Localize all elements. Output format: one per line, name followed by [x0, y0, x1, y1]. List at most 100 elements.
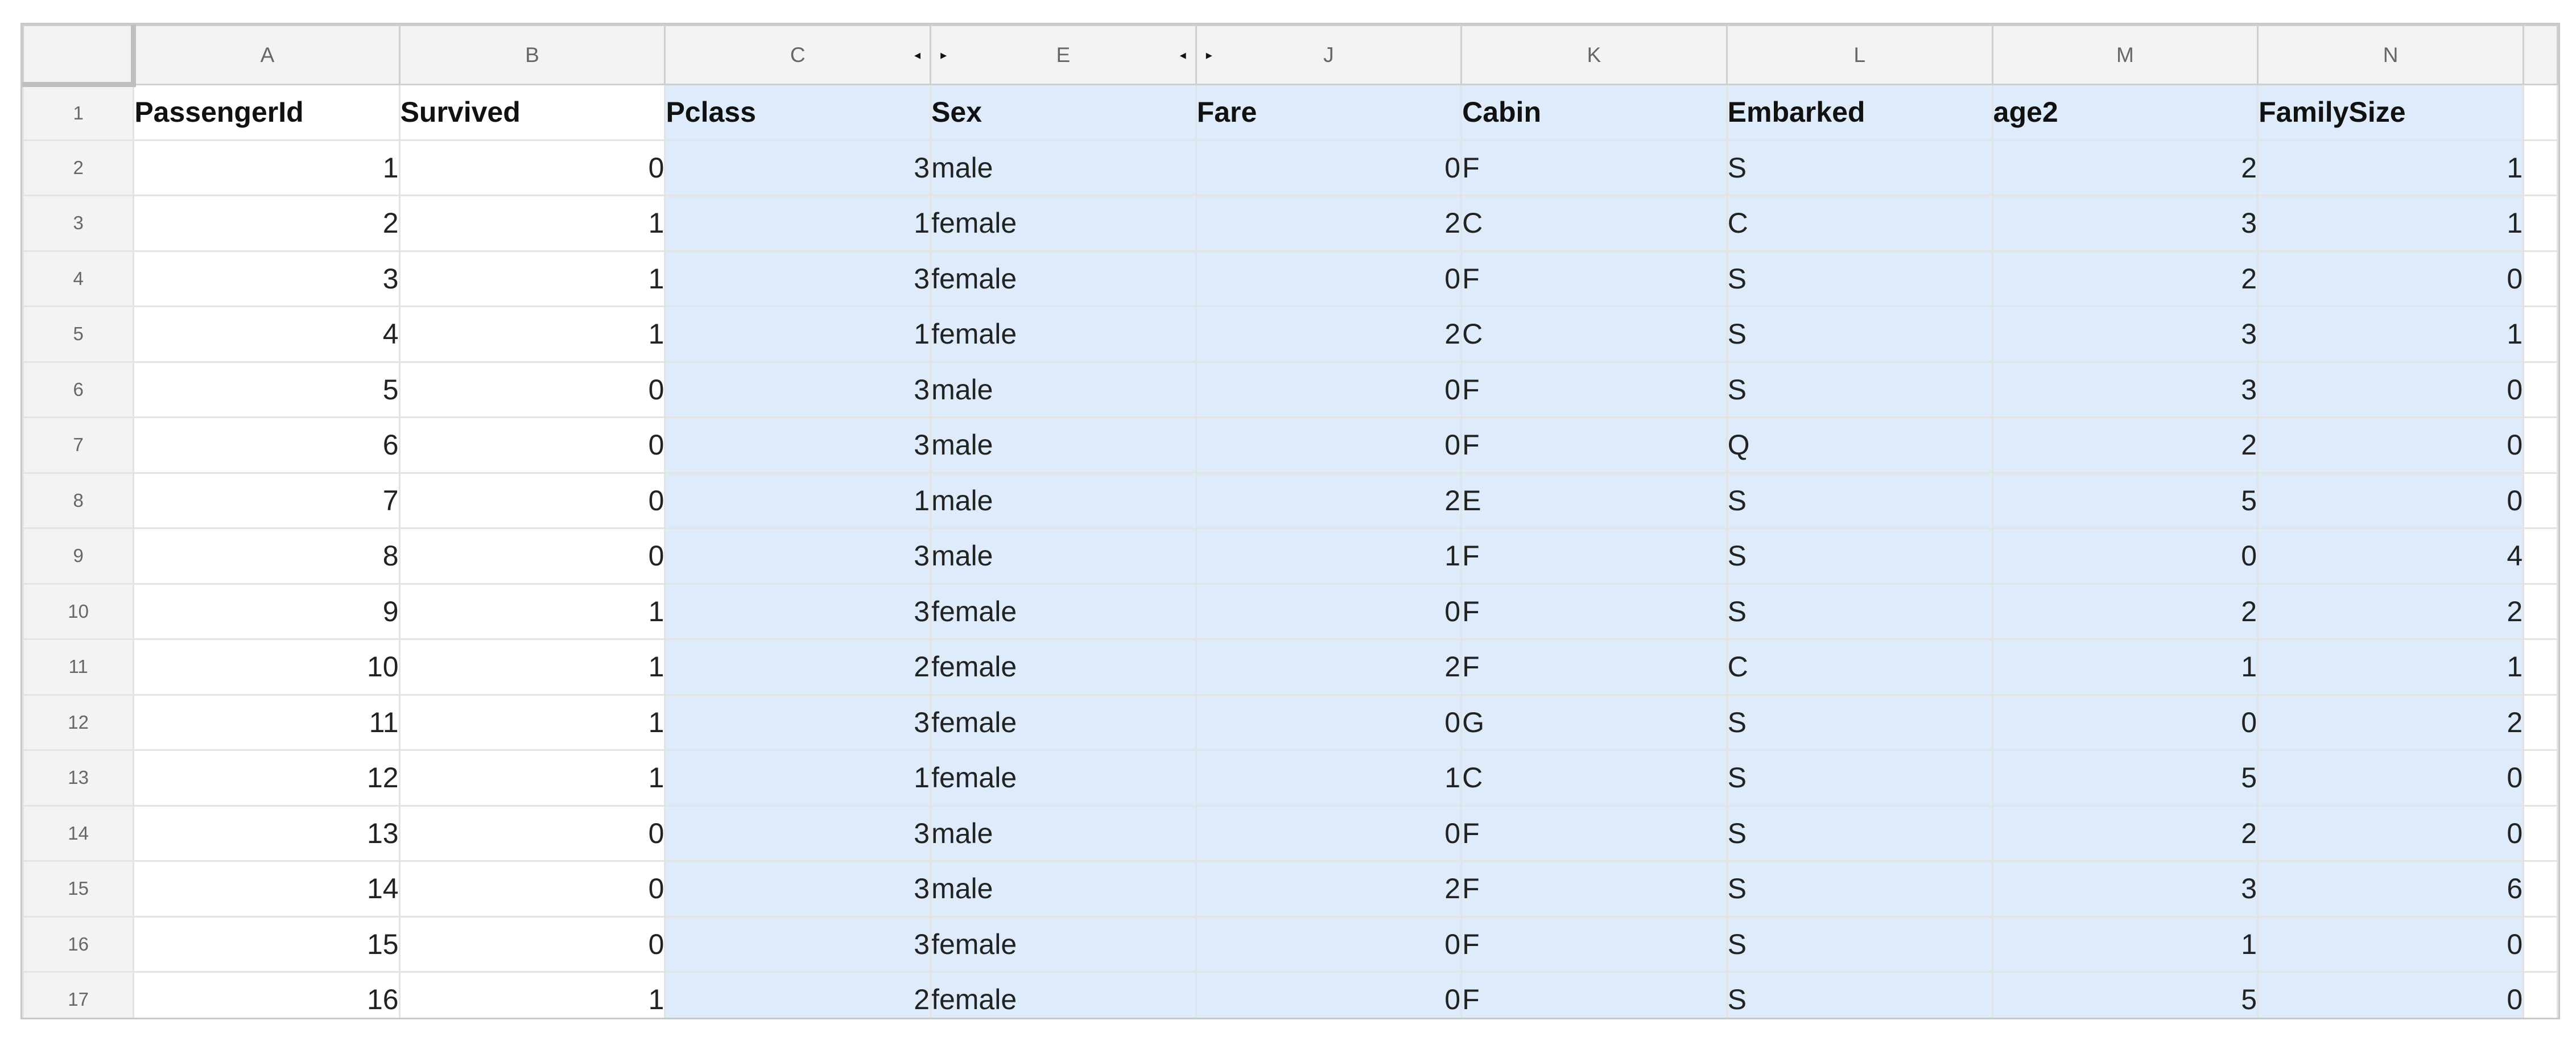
table-cell[interactable]: male: [930, 361, 1197, 418]
table-cell[interactable]: 1: [2257, 305, 2525, 363]
column-header-J[interactable]: J ▸: [1195, 24, 1463, 85]
table-cell[interactable]: 2: [1991, 139, 2259, 196]
table-cell[interactable]: 1: [664, 195, 932, 252]
table-cell[interactable]: 3: [664, 804, 932, 862]
row-number[interactable]: 7: [22, 416, 135, 474]
table-cell[interactable]: 3: [664, 693, 932, 751]
table-cell[interactable]: 1: [1991, 638, 2259, 696]
row-number[interactable]: 5: [22, 305, 135, 363]
table-cell[interactable]: S: [1725, 361, 1993, 418]
table-cell[interactable]: E: [1460, 472, 1728, 529]
row-number[interactable]: 2: [22, 139, 135, 196]
table-cell[interactable]: 5: [1991, 472, 2259, 529]
table-cell[interactable]: S: [1725, 804, 1993, 862]
table-cell[interactable]: 1: [1195, 527, 1463, 585]
table-cell[interactable]: 0: [2257, 749, 2525, 807]
table-cell[interactable]: 7: [133, 472, 401, 529]
table-cell[interactable]: F: [1460, 250, 1728, 307]
table-cell[interactable]: 0: [398, 416, 666, 474]
table-cell[interactable]: 3: [133, 250, 401, 307]
unhide-right-arrow-icon[interactable]: ▸: [1206, 47, 1212, 62]
table-cell[interactable]: 1: [664, 305, 932, 363]
unhide-left-arrow-icon[interactable]: ◂: [914, 47, 921, 62]
table-cell[interactable]: 3: [664, 416, 932, 474]
table-cell[interactable]: 2: [1991, 416, 2259, 474]
table-cell[interactable]: 1: [398, 305, 666, 363]
field-name-cell[interactable]: FamilySize: [2257, 84, 2525, 141]
table-cell[interactable]: 2: [1991, 583, 2259, 640]
table-cell[interactable]: 0: [2257, 361, 2525, 418]
table-cell[interactable]: 8: [133, 527, 401, 585]
table-cell[interactable]: F: [1460, 527, 1728, 585]
table-cell[interactable]: 2: [1195, 195, 1463, 252]
select-all-corner[interactable]: [22, 24, 137, 87]
table-cell[interactable]: 0: [2257, 804, 2525, 862]
row-number[interactable]: 13: [22, 749, 135, 807]
table-cell[interactable]: S: [1725, 583, 1993, 640]
field-name-cell[interactable]: Embarked: [1725, 84, 1993, 141]
table-cell[interactable]: male: [930, 804, 1197, 862]
table-cell[interactable]: F: [1460, 583, 1728, 640]
table-cell[interactable]: 3: [664, 361, 932, 418]
table-cell[interactable]: 0: [2257, 250, 2525, 307]
row-number[interactable]: 10: [22, 583, 135, 640]
table-cell[interactable]: 0: [1195, 583, 1463, 640]
table-cell[interactable]: 3: [664, 250, 932, 307]
table-cell[interactable]: 1: [398, 583, 666, 640]
table-cell[interactable]: F: [1460, 971, 1728, 1018]
field-name-cell[interactable]: Pclass: [664, 84, 932, 141]
table-cell[interactable]: 0: [1991, 527, 2259, 585]
table-cell[interactable]: S: [1725, 139, 1993, 196]
table-cell[interactable]: 1: [398, 971, 666, 1018]
table-cell[interactable]: 1: [133, 139, 401, 196]
table-cell[interactable]: 0: [1195, 693, 1463, 751]
table-cell[interactable]: 6: [133, 416, 401, 474]
table-cell[interactable]: 2: [1195, 638, 1463, 696]
table-cell[interactable]: 0: [1195, 416, 1463, 474]
table-cell[interactable]: 0: [1195, 915, 1463, 973]
table-cell[interactable]: 13: [133, 804, 401, 862]
field-name-cell[interactable]: Survived: [398, 84, 666, 141]
table-cell[interactable]: 3: [664, 860, 932, 918]
table-cell[interactable]: 0: [398, 139, 666, 196]
table-cell[interactable]: 0: [398, 527, 666, 585]
table-cell[interactable]: 5: [133, 361, 401, 418]
table-cell[interactable]: 1: [1195, 749, 1463, 807]
row-number[interactable]: 16: [22, 915, 135, 973]
table-cell[interactable]: S: [1725, 472, 1993, 529]
table-cell[interactable]: female: [930, 915, 1197, 973]
table-cell[interactable]: 1: [1991, 915, 2259, 973]
table-cell[interactable]: 4: [2257, 527, 2525, 585]
table-cell[interactable]: 3: [664, 527, 932, 585]
field-name-cell[interactable]: Cabin: [1460, 84, 1728, 141]
field-name-cell[interactable]: age2: [1991, 84, 2259, 141]
table-cell[interactable]: 1: [664, 472, 932, 529]
table-cell[interactable]: male: [930, 472, 1197, 529]
table-cell[interactable]: 0: [398, 804, 666, 862]
table-cell[interactable]: C: [1460, 749, 1728, 807]
column-header-N[interactable]: N: [2257, 24, 2525, 85]
table-cell[interactable]: S: [1725, 693, 1993, 751]
table-cell[interactable]: 2: [664, 638, 932, 696]
field-name-cell[interactable]: PassengerId: [133, 84, 401, 141]
table-cell[interactable]: 5: [1991, 749, 2259, 807]
column-header-E[interactable]: E ▸ ◂: [930, 24, 1197, 85]
table-cell[interactable]: S: [1725, 749, 1993, 807]
column-header-A[interactable]: A: [133, 24, 401, 85]
table-cell[interactable]: 0: [1195, 804, 1463, 862]
table-cell[interactable]: female: [930, 250, 1197, 307]
table-cell[interactable]: female: [930, 195, 1197, 252]
table-cell[interactable]: 3: [1991, 361, 2259, 418]
table-cell[interactable]: 1: [2257, 195, 2525, 252]
table-cell[interactable]: 0: [2257, 472, 2525, 529]
row-number[interactable]: 4: [22, 250, 135, 307]
table-cell[interactable]: female: [930, 305, 1197, 363]
row-number[interactable]: 3: [22, 195, 135, 252]
table-cell[interactable]: 14: [133, 860, 401, 918]
table-cell[interactable]: 2: [1195, 860, 1463, 918]
unhide-right-arrow-icon[interactable]: ▸: [940, 47, 947, 62]
unhide-left-arrow-icon[interactable]: ◂: [1179, 47, 1186, 62]
table-cell[interactable]: female: [930, 749, 1197, 807]
table-cell[interactable]: 0: [1195, 250, 1463, 307]
table-cell[interactable]: 0: [398, 472, 666, 529]
